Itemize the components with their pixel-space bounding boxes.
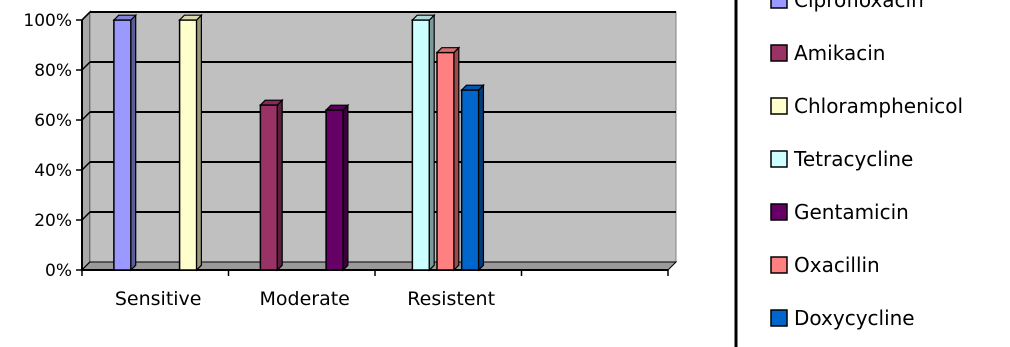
plot-area: 0% 20% 40% 60% 80% 100% Sensitive Moderate Resis… <box>23 10 678 310</box>
bar-ciprofloxacin-sensitive <box>112 13 138 272</box>
legend-swatch <box>770 203 788 221</box>
y-tick-label: 20% <box>34 211 72 231</box>
category-label: Resistent <box>407 288 495 310</box>
back-wall <box>89 11 677 263</box>
legend-label: Doxycycline <box>794 306 915 330</box>
category-label: Moderate <box>259 288 349 310</box>
bar-front <box>325 109 344 271</box>
y-tick-label: 60% <box>34 111 72 131</box>
category-label: Sensitive <box>115 288 202 310</box>
bar-front <box>113 19 132 271</box>
bar-amikacin-moderate <box>258 98 284 272</box>
legend-swatch <box>770 150 788 168</box>
legend-label: Gentamicin <box>794 200 909 224</box>
legend-label: Tetracycline <box>793 147 913 171</box>
bar-top <box>178 14 203 21</box>
legend-label: Amikacin <box>794 41 885 65</box>
legend: Ciprofloxacin Amikacin Chloramphenicol Tetr… <box>734 0 963 347</box>
bar-top <box>435 47 461 54</box>
legend-item-oxacillin: Oxacillin <box>770 253 880 277</box>
bar-front <box>178 19 198 271</box>
bar-side <box>276 98 283 272</box>
legend-item-doxycycline: Doxycycline <box>770 306 915 330</box>
bar-front <box>411 19 431 271</box>
legend-swatch <box>770 309 788 327</box>
bar-side <box>428 13 435 272</box>
bar-front <box>436 51 455 271</box>
legend-label: Chloramphenicol <box>794 94 963 118</box>
bar-gentamicin-moderate <box>324 103 350 272</box>
gridline-side <box>81 211 91 221</box>
bar-front <box>259 104 279 271</box>
bar-side <box>196 13 202 272</box>
bar-side <box>342 103 349 272</box>
floor <box>80 261 678 271</box>
y-tick-label: 40% <box>34 161 72 181</box>
legend-item-chloramphenicol: Chloramphenicol <box>770 94 963 118</box>
bar-chloramphenicol-sensitive <box>178 13 203 272</box>
legend-swatch <box>770 0 788 9</box>
y-tick-label: 100% <box>23 11 72 31</box>
gridline-side <box>81 111 91 121</box>
bar-side <box>453 46 460 272</box>
bar-top <box>112 14 138 21</box>
bar-top <box>460 84 485 91</box>
legend-swatch <box>770 44 788 62</box>
gridline-side <box>81 161 91 171</box>
bar-side <box>130 13 137 272</box>
legend-item-ciprofloxacin: Ciprofloxacin <box>770 0 924 12</box>
y-tick-label: 0% <box>45 261 72 281</box>
side-wall <box>81 10 91 272</box>
legend-swatch <box>770 256 788 274</box>
legend-item-amikacin: Amikacin <box>770 41 885 65</box>
legend-item-gentamicin: Gentamicin <box>770 200 909 224</box>
bar-tetracycline-resistent <box>410 13 436 272</box>
legend-item-tetracycline: Tetracycline <box>770 147 913 171</box>
bar-doxycycline-resistent <box>460 83 485 272</box>
bar-oxacillin-resistent <box>435 46 461 272</box>
y-tick-label: 80% <box>34 61 72 81</box>
bar-top <box>410 14 436 21</box>
gridline-side <box>81 11 91 21</box>
legend-label: Oxacillin <box>794 253 880 277</box>
bar-top <box>258 99 284 106</box>
legend-swatch <box>770 97 788 115</box>
bar-front <box>460 89 480 271</box>
gridline-side <box>81 61 91 71</box>
legend-label: Ciprofloxacin <box>794 0 924 12</box>
bar-top <box>324 104 350 111</box>
bar-side <box>478 83 485 272</box>
